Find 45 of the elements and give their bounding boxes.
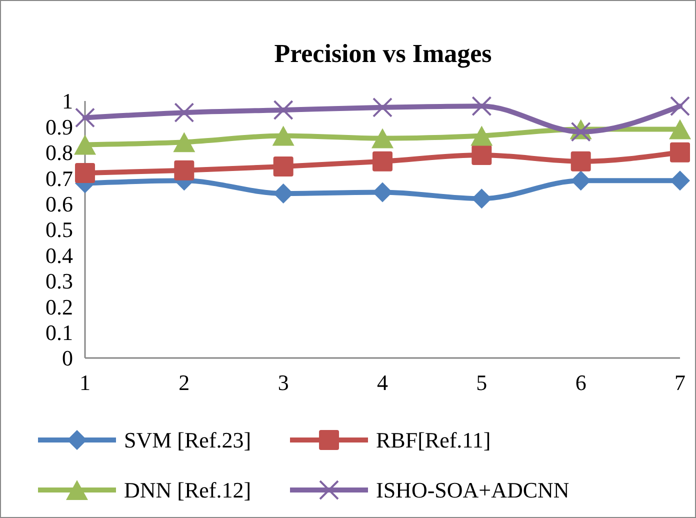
point [273, 156, 294, 177]
x-tick-label: 6 [575, 370, 586, 395]
y-tick-label: 0.3 [46, 268, 73, 294]
x-tick-label: 2 [178, 370, 190, 395]
point [472, 188, 492, 209]
point [372, 151, 392, 172]
chart-title: Precision vs Images [274, 39, 492, 68]
point [372, 128, 394, 148]
y-tick-label: 0 [62, 346, 73, 371]
point [472, 144, 492, 165]
y-tick-label: 1 [62, 88, 73, 114]
point [472, 96, 492, 116]
point [273, 100, 294, 120]
y-tick-label: 0.8 [46, 140, 73, 166]
legend-label: RBF[Ref.11] [376, 428, 491, 453]
point [669, 119, 691, 140]
point [570, 151, 591, 172]
point [372, 97, 392, 118]
legend-label: DNN [Ref.12] [124, 478, 252, 503]
point [470, 126, 493, 146]
x-tick-label: 7 [674, 370, 686, 395]
point [74, 134, 96, 155]
point [272, 126, 294, 146]
y-tick-label: 0.9 [46, 114, 73, 140]
point [75, 108, 95, 128]
point [174, 102, 194, 123]
point [670, 142, 690, 162]
x-tick-label: 5 [476, 370, 488, 395]
point [174, 160, 194, 180]
point [372, 182, 392, 202]
point [173, 132, 196, 152]
x-tick-label: 4 [377, 370, 388, 395]
y-tick-label: 0.1 [46, 320, 73, 345]
y-tick-label: 0.2 [46, 294, 73, 320]
point [75, 162, 95, 183]
y-tick-label: 0.5 [46, 217, 73, 242]
x-tick-label: 1 [80, 370, 90, 395]
y-tick-label: 0.7 [46, 166, 73, 191]
point [670, 170, 690, 191]
legend-label: SVM [Ref.23] [124, 428, 252, 453]
y-tick-label: 0.6 [46, 192, 73, 216]
y-tick-label: 0.4 [46, 242, 73, 268]
x-tick-label: 3 [278, 370, 289, 395]
point [670, 96, 690, 116]
legend-label: ISHO-SOA+ADCNN [376, 478, 570, 503]
